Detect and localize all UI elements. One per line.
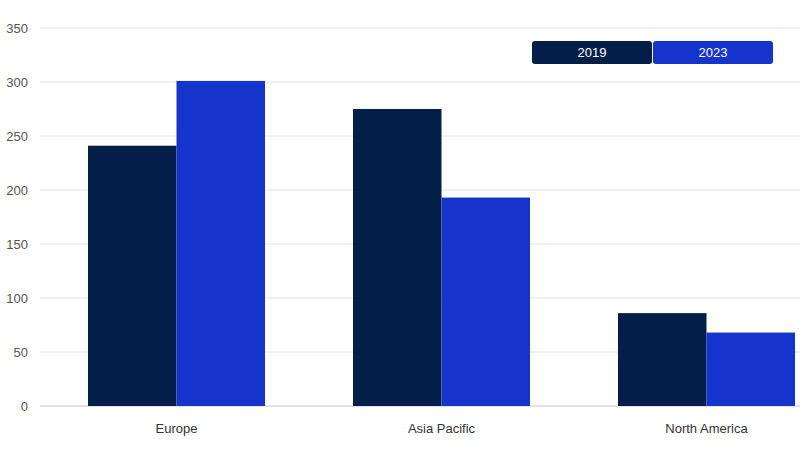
- x-tick-label: North America: [665, 421, 748, 436]
- y-tick-label: 150: [6, 237, 28, 252]
- bar: [177, 81, 266, 406]
- legend-label: 2019: [578, 45, 607, 60]
- bar: [442, 198, 531, 406]
- y-tick-label: 50: [14, 345, 28, 360]
- y-tick-label: 200: [6, 183, 28, 198]
- y-tick-label: 0: [21, 399, 28, 414]
- y-axis: 0 50 100 150 200 250 300 350: [6, 21, 28, 414]
- grid-line: [40, 82, 800, 83]
- y-tick-label: 250: [6, 129, 28, 144]
- y-tick-label: 300: [6, 75, 28, 90]
- bars: [88, 81, 795, 406]
- bar: [707, 333, 796, 406]
- legend-swatch: [653, 41, 773, 64]
- chart-container: 0 50 100 150 200 250 300 350 Europe Asia Pacific N…: [0, 0, 800, 450]
- chart: 0 50 100 150 200 250 300 350 Europe Asia Pacific N…: [0, 0, 800, 450]
- x-tick-label: Europe: [156, 421, 198, 436]
- grid-line: [40, 28, 800, 29]
- legend: 2019 2023: [532, 41, 773, 64]
- y-tick-label: 100: [6, 291, 28, 306]
- grid: [40, 28, 800, 406]
- bar: [618, 313, 707, 406]
- bar: [353, 109, 442, 406]
- legend-label: 2023: [699, 45, 728, 60]
- x-tick-label: Asia Pacific: [408, 421, 476, 436]
- legend-swatch: [532, 41, 652, 64]
- bar: [88, 146, 177, 406]
- y-tick-label: 350: [6, 21, 28, 36]
- x-axis: Europe Asia Pacific North America: [156, 421, 749, 436]
